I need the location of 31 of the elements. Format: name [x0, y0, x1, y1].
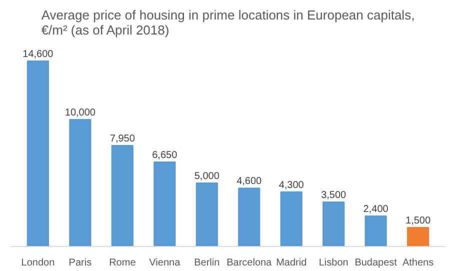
bar	[280, 191, 302, 246]
x-tick-label: Madrid	[276, 258, 307, 268]
data-label: 3,500	[321, 190, 347, 202]
x-tick-label: Rome	[109, 258, 136, 268]
x-tick-label: Paris	[68, 258, 92, 268]
data-label: 1,500	[406, 215, 431, 226]
x-tick-label: London	[21, 258, 55, 268]
bar	[111, 145, 134, 246]
data-label: 14,600	[22, 49, 54, 60]
x-tick-label: Athens	[402, 258, 434, 268]
x-tick-label: Berlin	[194, 258, 220, 268]
chart-title: Average price of housing in prime locations in European capitals, €/m² (as of April 2018)	[41, 8, 415, 38]
x-tick-label: Barcelona	[226, 258, 272, 268]
data-label: 4,600	[236, 176, 262, 188]
bar	[238, 188, 260, 246]
x-tick-label: Vienna	[149, 258, 181, 268]
bar	[322, 202, 345, 246]
x-tick-label: Budapest	[354, 258, 398, 268]
data-label: 2,400	[363, 204, 389, 216]
bar	[154, 162, 176, 246]
data-label: 7,950	[110, 134, 136, 145]
x-tick-label: Lisbon	[318, 258, 348, 268]
bar	[26, 60, 50, 246]
bar	[196, 182, 218, 246]
data-label: 6,650	[152, 150, 178, 162]
data-label: 10,000	[64, 107, 96, 118]
bar	[406, 226, 430, 246]
bar	[69, 118, 92, 246]
data-label: 4,300	[278, 180, 304, 191]
bar	[364, 216, 387, 246]
data-label: 5,000	[194, 170, 220, 182]
